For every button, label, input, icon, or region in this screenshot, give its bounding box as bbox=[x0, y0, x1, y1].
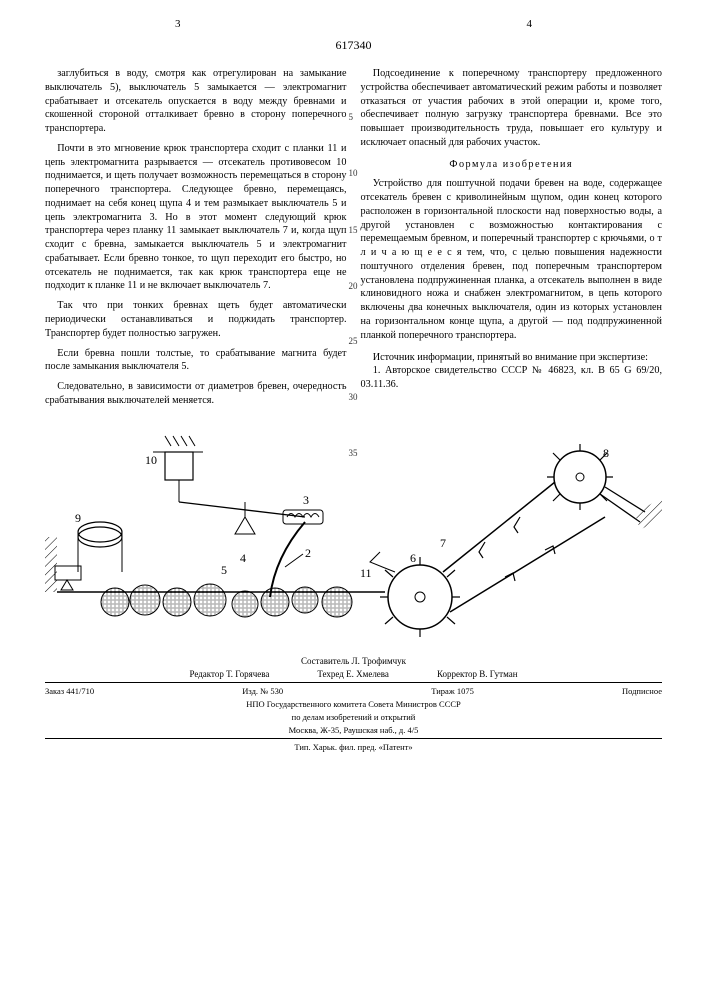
upper-sprocket: 8 bbox=[547, 444, 613, 510]
chain-lower bbox=[450, 517, 605, 612]
document-number: 617340 bbox=[45, 38, 662, 53]
footer-rule2 bbox=[45, 738, 662, 739]
diagram-svg: 9 10 3 4 5 2 bbox=[45, 422, 662, 642]
footer-techred: Техред Е. Хмелева bbox=[317, 669, 389, 679]
right-column: Подсоединение к поперечному транспортеру… bbox=[361, 67, 663, 408]
discharge-ramp bbox=[600, 494, 640, 522]
line-number: 25 bbox=[349, 335, 358, 347]
diagram-label-3: 3 bbox=[303, 493, 309, 507]
left-column: заглубиться в воду, смотря как отрегулир… bbox=[45, 67, 347, 408]
pivot bbox=[235, 517, 255, 534]
footer: Составитель Л. Трофимчук Редактор Т. Гор… bbox=[45, 656, 662, 752]
footer-printer: Тип. Харьк. фил. пред. «Патент» bbox=[45, 742, 662, 752]
body-para: Почти в это мгновение крюк транспортера … bbox=[45, 142, 347, 293]
floating-logs bbox=[101, 584, 352, 617]
line-number: 20 bbox=[349, 280, 358, 292]
hatch-right bbox=[635, 497, 662, 530]
mechanical-diagram: 9 10 3 4 5 2 bbox=[45, 422, 662, 642]
line-number: 5 bbox=[349, 111, 354, 123]
discharge-ramp2 bbox=[605, 487, 645, 512]
diagram-label-10: 10 bbox=[145, 453, 157, 467]
diagram-label-6: 6 bbox=[410, 551, 416, 565]
diagram-label-11: 11 bbox=[360, 566, 372, 580]
footer-rule bbox=[45, 682, 662, 683]
counterweight-assembly: 10 bbox=[145, 436, 203, 502]
footer-editor: Редактор Т. Горячева bbox=[189, 669, 269, 679]
footer-addr: Москва, Ж-35, Раушская наб., д. 4/5 bbox=[45, 725, 662, 735]
body-para: Если бревна пошли толстые, то срабатыван… bbox=[45, 347, 347, 375]
hatch-left bbox=[45, 537, 57, 592]
text-columns: заглубиться в воду, смотря как отрегулир… bbox=[45, 67, 662, 408]
source-item: 1. Авторское свидетельство СССР № 46823,… bbox=[361, 364, 663, 392]
diagram-label-7: 7 bbox=[440, 536, 446, 550]
page-number-left: 3 bbox=[175, 18, 181, 30]
feeler-probe bbox=[270, 522, 305, 597]
footer-compiler: Составитель Л. Трофимчук bbox=[45, 656, 662, 666]
body-para: заглубиться в воду, смотря как отрегулир… bbox=[45, 67, 347, 136]
diagram-label-5: 5 bbox=[221, 563, 227, 577]
diagram-label-9: 9 bbox=[75, 511, 81, 525]
footer-org1: НПО Государственного комитета Совета Мин… bbox=[45, 699, 662, 709]
claim-para: Устройство для поштучной подачи бревен н… bbox=[361, 177, 663, 342]
line-number: 15 bbox=[349, 224, 358, 236]
electromagnet: 3 bbox=[283, 493, 323, 524]
formula-title: Формула изобретения bbox=[361, 158, 663, 172]
lower-sprocket: 6 bbox=[380, 551, 460, 637]
diagram-label-4: 4 bbox=[240, 551, 246, 565]
footer-tirage: Тираж 1075 bbox=[431, 686, 474, 696]
page-number-right: 4 bbox=[527, 18, 533, 30]
line-number: 30 bbox=[349, 391, 358, 403]
footer-order: Заказ 441/710 bbox=[45, 686, 94, 696]
diagram-label-8: 8 bbox=[603, 446, 609, 460]
footer-podpisnoe: Подписное bbox=[622, 686, 662, 696]
footer-org2: по делам изобретений и открытий bbox=[45, 712, 662, 722]
footer-corrector: Корректор В. Гутман bbox=[437, 669, 518, 679]
body-para: Так что при тонких бревнах щеть будет ав… bbox=[45, 299, 347, 340]
roller-left: 9 bbox=[55, 511, 122, 590]
footer-izd: Изд. № 530 bbox=[242, 686, 283, 696]
body-para: Подсоединение к поперечному транспортеру… bbox=[361, 67, 663, 150]
body-para: Следовательно, в зависимости от диаметро… bbox=[45, 380, 347, 408]
line-number: 10 bbox=[349, 167, 358, 179]
source-title: Источник информации, принятый во внимани… bbox=[361, 351, 663, 365]
diagram-label-2: 2 bbox=[305, 546, 311, 560]
